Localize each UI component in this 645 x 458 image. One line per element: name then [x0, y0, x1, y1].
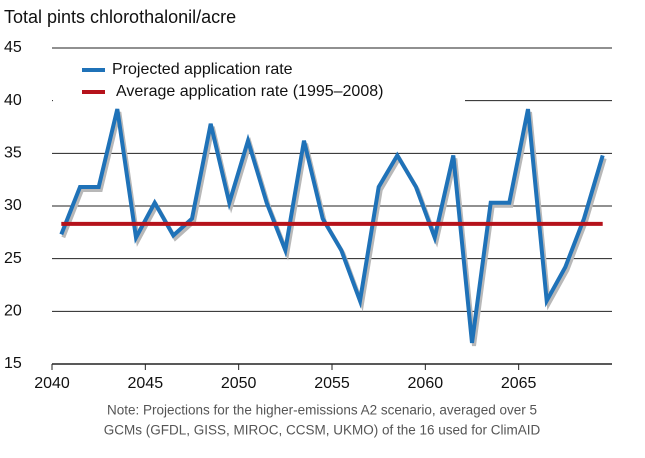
- x-tick-label: 2065: [501, 375, 537, 392]
- y-tick-label: 15: [4, 355, 22, 372]
- legend-label: Average application rate (1995–2008): [116, 83, 383, 100]
- note: Note: Projections for the higher-emissio…: [107, 403, 537, 418]
- legend-label: Projected application rate: [112, 61, 293, 78]
- x-tick-label: 2045: [128, 375, 164, 392]
- y-tick-label: 25: [4, 250, 22, 267]
- y-tick-label: 20: [4, 303, 22, 320]
- y-tick-label: 45: [4, 39, 22, 56]
- note: GCMs (GFDL, GISS, MIROC, CCSM, UKMO) of …: [104, 423, 541, 438]
- y-tick-label: 30: [4, 197, 22, 214]
- y-tick-label: 35: [4, 145, 22, 162]
- x-tick-label: 2055: [314, 375, 350, 392]
- x-tick-label: 2050: [221, 375, 257, 392]
- legend-box: [53, 56, 465, 106]
- chart-title: Total pints chlorothalonil/acre: [4, 7, 236, 27]
- line-shadow: [61, 111, 607, 347]
- y-tick-label: 40: [4, 92, 22, 109]
- line: [59, 108, 605, 344]
- x-tick-label: 2040: [34, 375, 70, 392]
- x-tick-label: 2060: [408, 375, 444, 392]
